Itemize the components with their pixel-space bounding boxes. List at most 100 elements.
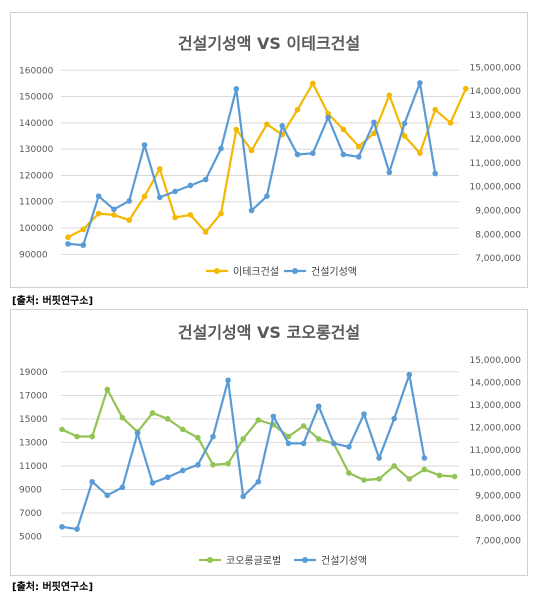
data-point [74, 526, 80, 532]
right-axis-tick-label: 15,000,000 [469, 356, 521, 366]
data-point [371, 119, 377, 126]
data-point [346, 444, 352, 450]
data-point [386, 169, 393, 176]
data-point [74, 433, 80, 440]
chart-etech: 건설기성액 VS 이테크건설 90000 100000 110000 120000 130… [19, 34, 521, 278]
right-axis-tick-label: 11,000,000 [469, 159, 521, 169]
right-axis-tick-label: 9,000,000 [475, 207, 521, 217]
right-axis-tick-label: 14,000,000 [469, 379, 521, 389]
data-point [80, 242, 87, 248]
data-point [310, 80, 316, 87]
data-point [401, 120, 408, 127]
legend-swatch-marker [302, 557, 308, 563]
data-point [270, 413, 277, 420]
data-point [421, 455, 428, 461]
data-point [340, 151, 347, 158]
data-point [187, 182, 194, 189]
data-point [95, 210, 102, 217]
right-axis-tick-label: 15,000,000 [469, 63, 521, 73]
data-point [248, 207, 255, 214]
data-point [126, 217, 132, 223]
data-point [325, 114, 331, 121]
data-point [421, 466, 428, 473]
data-point [65, 241, 71, 247]
data-point [340, 126, 347, 133]
series-line [61, 373, 426, 531]
data-point [300, 423, 307, 429]
data-point [225, 460, 231, 467]
data-point [141, 193, 148, 200]
data-point [59, 426, 65, 433]
data-point [164, 416, 171, 422]
data-point [202, 176, 209, 183]
data-point [95, 193, 102, 200]
chart-panel-kolon: 건설기성액 VS 코오롱건설 5000 7000 9000 11000 13000 1500… [10, 309, 528, 576]
data-point [361, 477, 367, 483]
data-point [59, 524, 65, 530]
left-axis-tick-label: 7000 [19, 509, 42, 519]
data-point [386, 92, 393, 99]
data-point [463, 85, 469, 92]
legend-swatch-marker [207, 557, 213, 563]
data-point [264, 193, 270, 200]
data-point [315, 436, 322, 442]
data-point [104, 492, 111, 499]
data-point [89, 433, 95, 440]
data-point [172, 214, 178, 221]
right-axis-tick-label: 12,000,000 [469, 424, 521, 434]
data-point [401, 133, 408, 139]
data-point [325, 110, 331, 117]
data-point [240, 436, 246, 442]
data-point [210, 461, 216, 468]
data-point [104, 386, 111, 393]
left-axis-tick-label: 120000 [19, 171, 54, 181]
chart-title: 건설기성액 VS 코오롱건설 [178, 323, 360, 342]
left-axis-tick-label: 100000 [19, 224, 54, 234]
data-point [80, 226, 87, 233]
right-axis-tick-label: 8,000,000 [475, 230, 521, 240]
left-axis-tick-label: 17000 [19, 391, 48, 401]
data-point [126, 198, 132, 204]
data-point [285, 433, 292, 440]
data-point [195, 434, 201, 441]
data-point [233, 126, 240, 133]
chart-kolon: 건설기성액 VS 코오롱건설 5000 7000 9000 11000 13000 1500… [19, 323, 521, 567]
data-point [225, 377, 231, 384]
data-point [294, 106, 301, 113]
data-point [315, 403, 322, 410]
data-point [141, 142, 148, 148]
data-point [436, 472, 443, 479]
data-point [355, 143, 362, 150]
data-point [187, 212, 194, 218]
data-point [417, 150, 423, 156]
data-point [218, 210, 224, 217]
left-axis-tick-label: 130000 [19, 145, 54, 155]
data-point [89, 478, 95, 485]
data-point [119, 484, 126, 491]
left-axis-tick-label: 110000 [19, 198, 54, 208]
data-point [264, 121, 270, 127]
left-axis-tick-label: 11000 [19, 462, 48, 472]
data-point [164, 474, 171, 481]
data-point [111, 206, 117, 213]
left-axis-tick-label: 19000 [19, 368, 48, 378]
data-point [180, 426, 186, 433]
data-point [417, 80, 423, 86]
left-axis-tick-label: 9000 [19, 485, 42, 495]
data-point [255, 417, 262, 423]
right-axis-tick-label: 7,000,000 [475, 536, 521, 546]
data-point [134, 430, 141, 437]
left-axis-tick-label: 15000 [19, 415, 48, 425]
series-line [67, 81, 437, 247]
data-point [294, 151, 301, 158]
right-axis-tick-label: 13,000,000 [469, 401, 521, 411]
right-axis-tick-label: 13,000,000 [469, 111, 521, 121]
data-point [218, 145, 224, 152]
data-point [376, 455, 382, 461]
data-point [149, 410, 156, 416]
legend-swatch-marker [214, 268, 220, 274]
legend-swatch-marker [292, 268, 298, 274]
data-point [331, 440, 337, 447]
data-point [447, 120, 454, 126]
right-axis-tick-label: 7,000,000 [475, 254, 521, 264]
